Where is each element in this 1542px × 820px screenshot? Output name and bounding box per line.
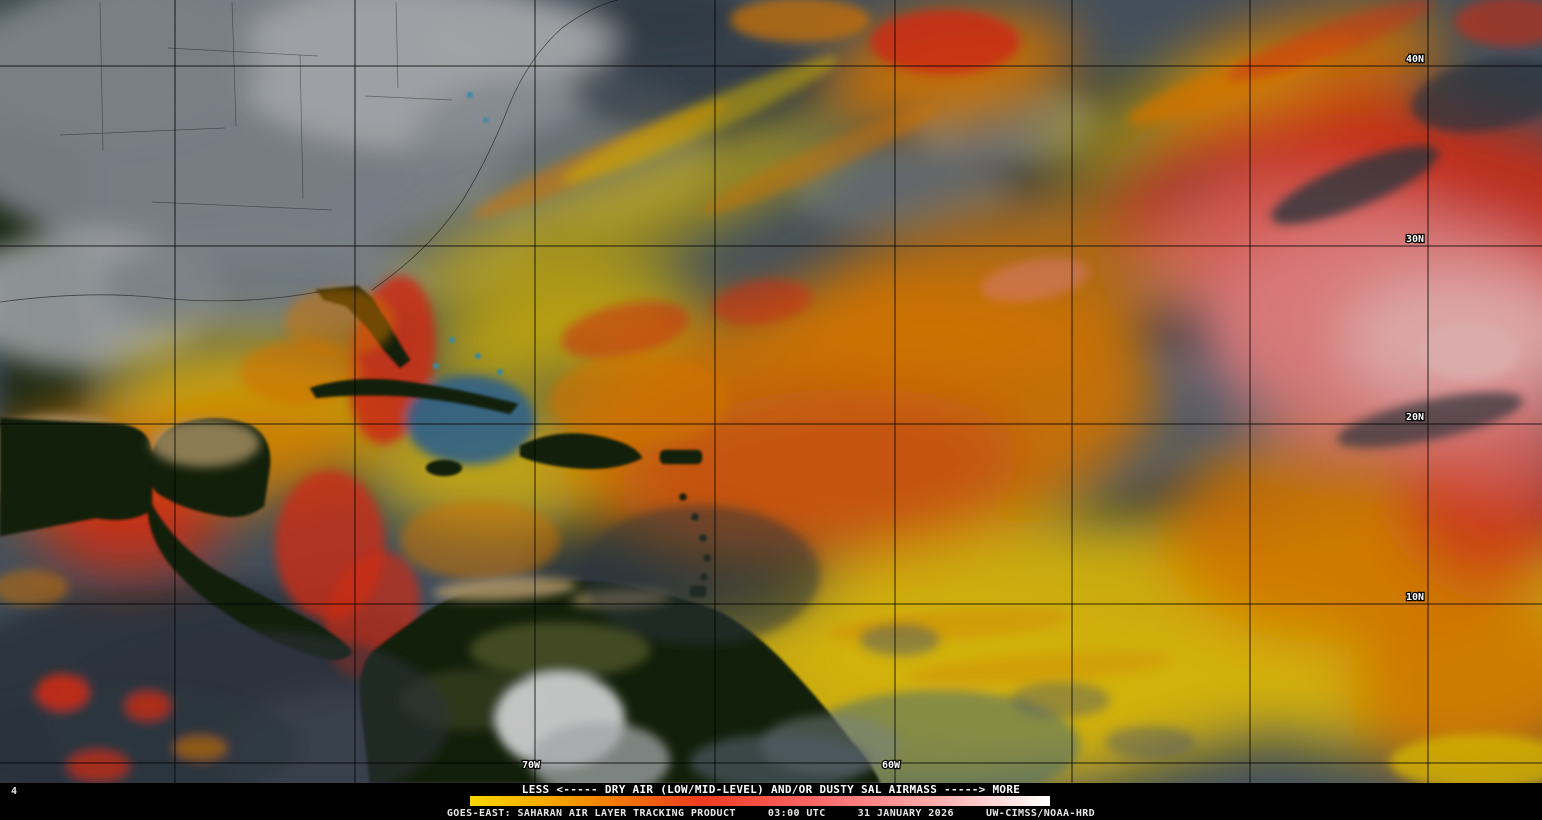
grid-label: 10N	[1406, 592, 1424, 603]
frame-number: 4	[11, 786, 18, 797]
product-time: 03:00 UTC	[767, 808, 826, 819]
latlon-grid-overlay: 40N 30N 20N 10N 70W 60W	[0, 0, 1542, 783]
grid-label: 70W	[522, 760, 541, 771]
legend-gradient-colorbar	[470, 796, 1050, 806]
caption-bar: GOES-EAST: SAHARAN AIR LAYER TRACKING PR…	[0, 807, 1542, 820]
satellite-map: 40N 30N 20N 10N 70W 60W	[0, 0, 1542, 783]
grain-texture	[0, 0, 1542, 783]
grid-label: 20N	[1406, 412, 1424, 423]
map-boundary-lines	[0, 0, 619, 303]
product-title: GOES-EAST: SAHARAN AIR LAYER TRACKING PR…	[446, 808, 736, 819]
legend-bar: LESS <----- DRY AIR (LOW/MID-LEVEL) AND/…	[0, 783, 1542, 807]
grid-label: 60W	[882, 760, 901, 771]
product-date: 31 JANUARY 2026	[857, 808, 954, 819]
legend-label: LESS <----- DRY AIR (LOW/MID-LEVEL) AND/…	[521, 783, 1021, 796]
product-credit: UW-CIMSS/NOAA-HRD	[985, 808, 1096, 819]
grid-label: 40N	[1406, 54, 1424, 65]
grid-label: 30N	[1406, 234, 1424, 245]
